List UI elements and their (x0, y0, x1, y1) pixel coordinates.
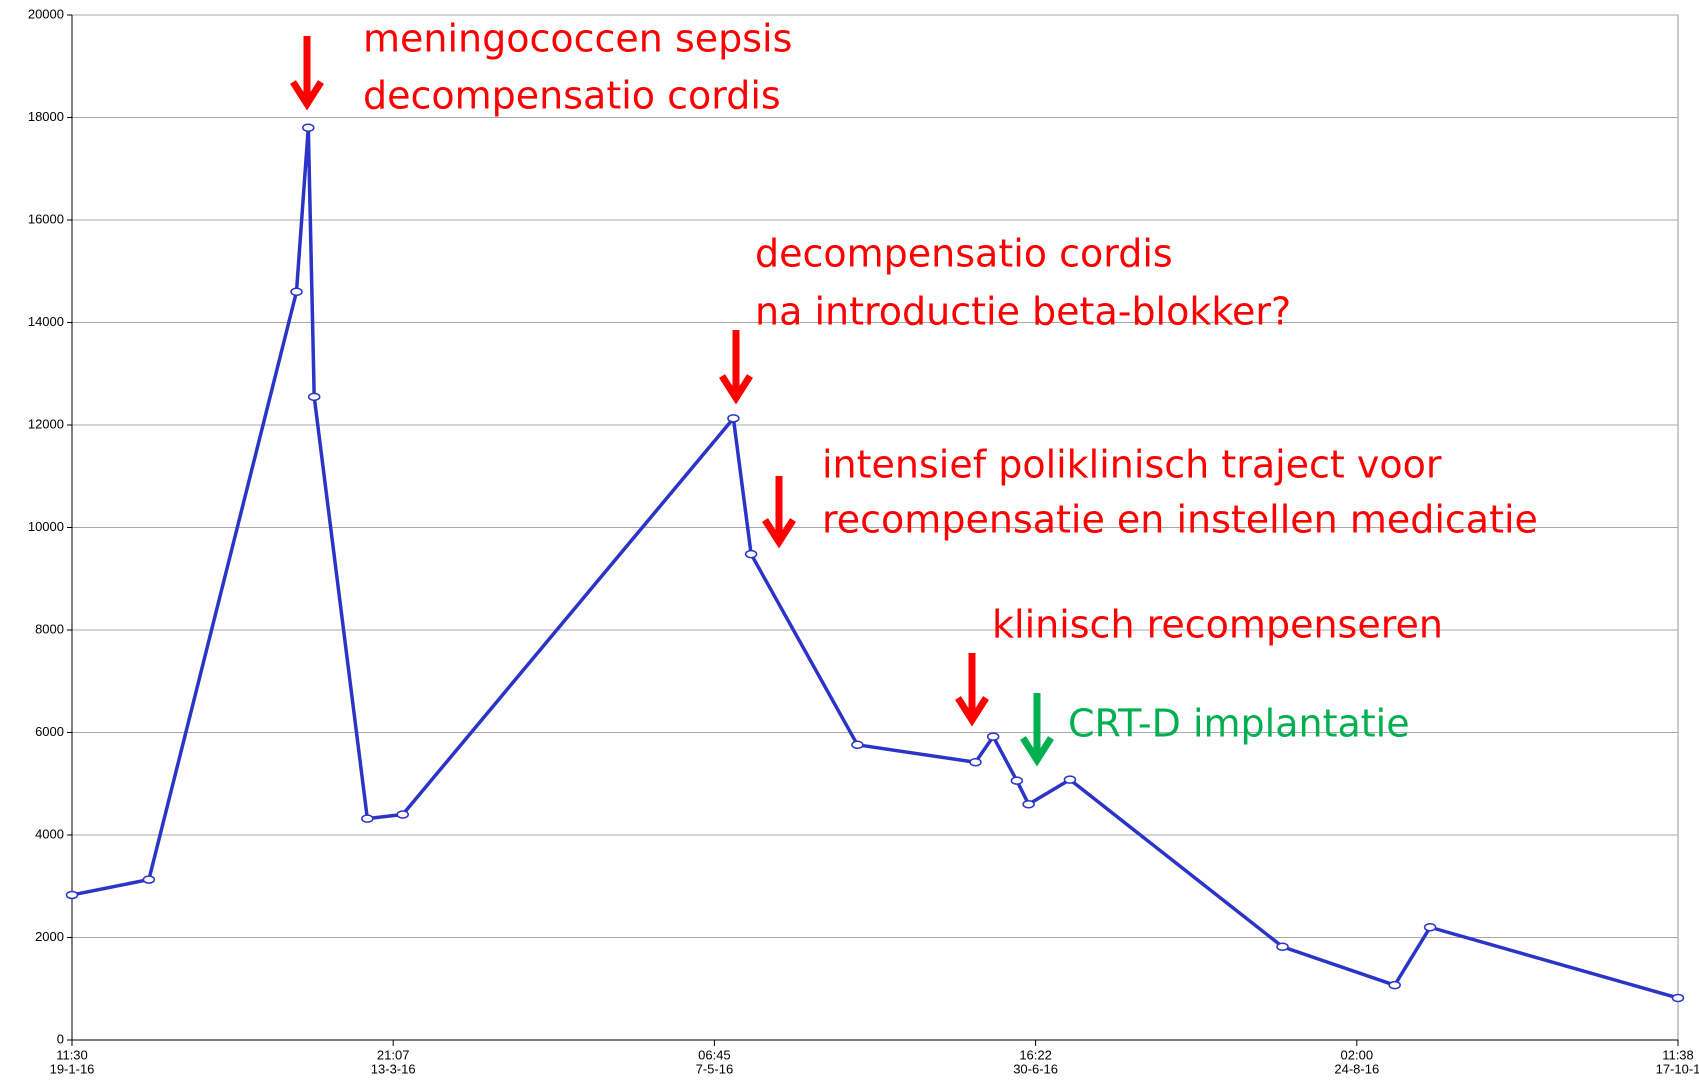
x-tick-label: 13-3-16 (371, 1061, 416, 1076)
annotation: meningococcen sepsis (363, 17, 792, 61)
data-point (307, 392, 321, 402)
data-point (727, 414, 740, 423)
data-point (1388, 980, 1401, 990)
data-point (1276, 942, 1289, 951)
y-tick-label: 6000 (35, 724, 64, 739)
data-point (969, 757, 982, 767)
annotation: decompensatio cordis (363, 74, 781, 118)
y-tick-label: 16000 (28, 211, 64, 226)
arrow (762, 476, 796, 549)
x-tick-label: 11:30 (56, 1047, 88, 1062)
data-point (744, 549, 758, 559)
y-tick-label: 18000 (28, 109, 64, 124)
y-tick-label: 8000 (35, 621, 64, 636)
annotation: CRT-D implantatie (1068, 702, 1410, 746)
annotation: decompensatio cordis (755, 232, 1173, 276)
data-point (1063, 775, 1077, 784)
data-point (1671, 993, 1685, 1003)
data-point (851, 740, 864, 750)
data-point (302, 123, 315, 132)
y-tick-label: 4000 (35, 826, 64, 841)
data-point (65, 890, 79, 900)
data-point (986, 732, 1000, 741)
x-tick-label: 19-1-16 (50, 1061, 95, 1076)
x-tick-label: 24-8-16 (1334, 1061, 1379, 1076)
arrow (290, 36, 324, 111)
data-point (290, 287, 303, 296)
data-point (361, 814, 374, 823)
x-tick-label: 06:45 (698, 1047, 731, 1062)
annotation: na introductie beta-blokker? (755, 290, 1291, 334)
x-tick-label: 7-5-16 (696, 1061, 734, 1076)
y-tick-label: 14000 (28, 314, 64, 329)
annotation: intensief poliklinisch traject voor (822, 443, 1442, 487)
data-point (1022, 800, 1035, 809)
y-tick-label: 12000 (28, 416, 64, 431)
annotations: meningococcen sepsis decompensatio cordi… (363, 17, 1538, 746)
data-point (1423, 923, 1437, 932)
annotation: klinisch recompenseren (992, 603, 1443, 647)
data-point (142, 875, 156, 884)
arrow (955, 653, 989, 727)
x-tick-label: 16:22 (1019, 1047, 1052, 1062)
arrow (1020, 693, 1054, 767)
arrow (719, 330, 753, 405)
x-tick-label: 30-6-16 (1013, 1061, 1058, 1076)
y-tick-label: 2000 (35, 929, 64, 944)
x-tick-label: 11:38 (1662, 1047, 1694, 1062)
annotation: recompensatie en instellen medicatie (822, 498, 1538, 542)
x-tick-label: 21:07 (377, 1047, 410, 1062)
y-tick-label: 20000 (28, 6, 64, 21)
data-point (1010, 776, 1024, 785)
x-tick-label: 02:00 (1341, 1047, 1374, 1062)
plot-area: 0 2000 4000 6000 8000 10000 12000 14000 16000 180… (28, 6, 1699, 1076)
arrows (290, 36, 1054, 767)
data-point (396, 810, 410, 819)
x-tick-label: 17-10-1 (1656, 1061, 1699, 1076)
y-tick-label: 10000 (28, 519, 64, 534)
y-tick-label: 0 (57, 1031, 64, 1046)
